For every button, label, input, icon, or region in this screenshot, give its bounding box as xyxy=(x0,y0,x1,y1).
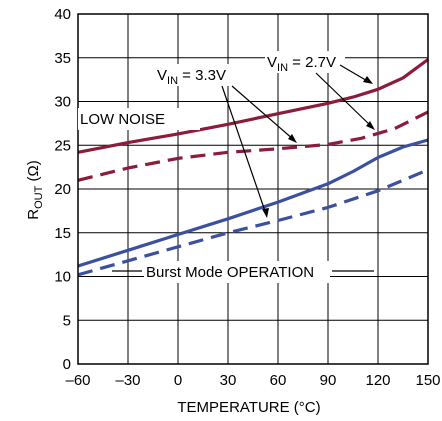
grid xyxy=(78,14,428,364)
burst-mode-label: Burst Mode OPERATION xyxy=(146,264,314,281)
x-axis-title: TEMPERATURE (°C) xyxy=(177,399,320,416)
vin27-arrowhead xyxy=(363,76,373,84)
vin27-pointer-line xyxy=(339,64,370,83)
x-tick-label-5: 90 xyxy=(320,372,337,389)
x-tick-label-3: 30 xyxy=(220,372,237,389)
series-group xyxy=(77,58,429,277)
y-axis-title-sub: OUT xyxy=(33,185,45,209)
vin27-label-sub: IN xyxy=(277,62,288,74)
series-line-2 xyxy=(77,138,429,268)
y-tick-label-3: 15 xyxy=(54,225,71,242)
x-tick-label-7: 150 xyxy=(415,372,440,389)
x-tick-label-2: 0 xyxy=(174,372,182,389)
y-tick-label-8: 40 xyxy=(54,6,71,23)
y-tick-label-6: 30 xyxy=(54,94,71,111)
x-tick-label-1: –30 xyxy=(115,372,140,389)
vin27-arrowhead-2 xyxy=(366,121,375,130)
vin27-label: VIN = 2.7V xyxy=(267,54,336,74)
series-line-0 xyxy=(77,58,429,154)
series-line-1 xyxy=(77,110,429,182)
y-tick-label-0: 0 xyxy=(63,356,71,373)
vin27-pointer-line-2 xyxy=(315,72,373,128)
vin33-arrowhead xyxy=(288,134,297,143)
burst-mode-label-bg xyxy=(144,261,330,283)
vin33-pointer-line xyxy=(231,85,295,141)
vin33-pointer-line-2 xyxy=(221,85,267,215)
low-noise-label: LOW NOISE xyxy=(80,111,165,128)
y-axis-title-rest: (Ω) xyxy=(25,160,42,185)
x-tick-label-4: 60 xyxy=(270,372,287,389)
vin27-label-rest: = 2.7V xyxy=(288,54,336,71)
vin33-label-rest: = 3.3V xyxy=(178,67,226,84)
y-tick-label-5: 25 xyxy=(54,137,71,154)
y-tick-label-1: 5 xyxy=(63,312,71,329)
annotation-arrowheads xyxy=(262,76,375,218)
tick-labels: –60 –30 0 30 60 90 120 150 0 5 10 15 20 25 30 35 40 xyxy=(54,6,440,389)
y-tick-label-7: 35 xyxy=(54,50,71,67)
vin33-label-sub: IN xyxy=(167,75,178,87)
vin33-label-bg xyxy=(155,64,240,86)
vin33-label-main: V xyxy=(157,67,167,84)
y-axis-title-main: R xyxy=(25,209,42,220)
vin33-label: VIN = 3.3V xyxy=(157,67,226,87)
y-axis-title: ROUT (Ω) xyxy=(25,160,45,219)
x-tick-label-0: –60 xyxy=(65,372,90,389)
vin27-label-main: V xyxy=(267,54,277,71)
x-tick-label-6: 120 xyxy=(365,372,390,389)
annotation-pointers xyxy=(112,64,374,272)
plot-border xyxy=(77,13,429,365)
plot-frame xyxy=(77,13,429,365)
low-noise-label-bg xyxy=(78,108,200,130)
vin27-label-bg xyxy=(265,51,345,73)
y-tick-label-2: 10 xyxy=(54,269,71,286)
series-line-3 xyxy=(77,168,429,277)
y-tick-label-4: 20 xyxy=(54,181,71,198)
vin33-arrowhead-2 xyxy=(262,208,269,218)
